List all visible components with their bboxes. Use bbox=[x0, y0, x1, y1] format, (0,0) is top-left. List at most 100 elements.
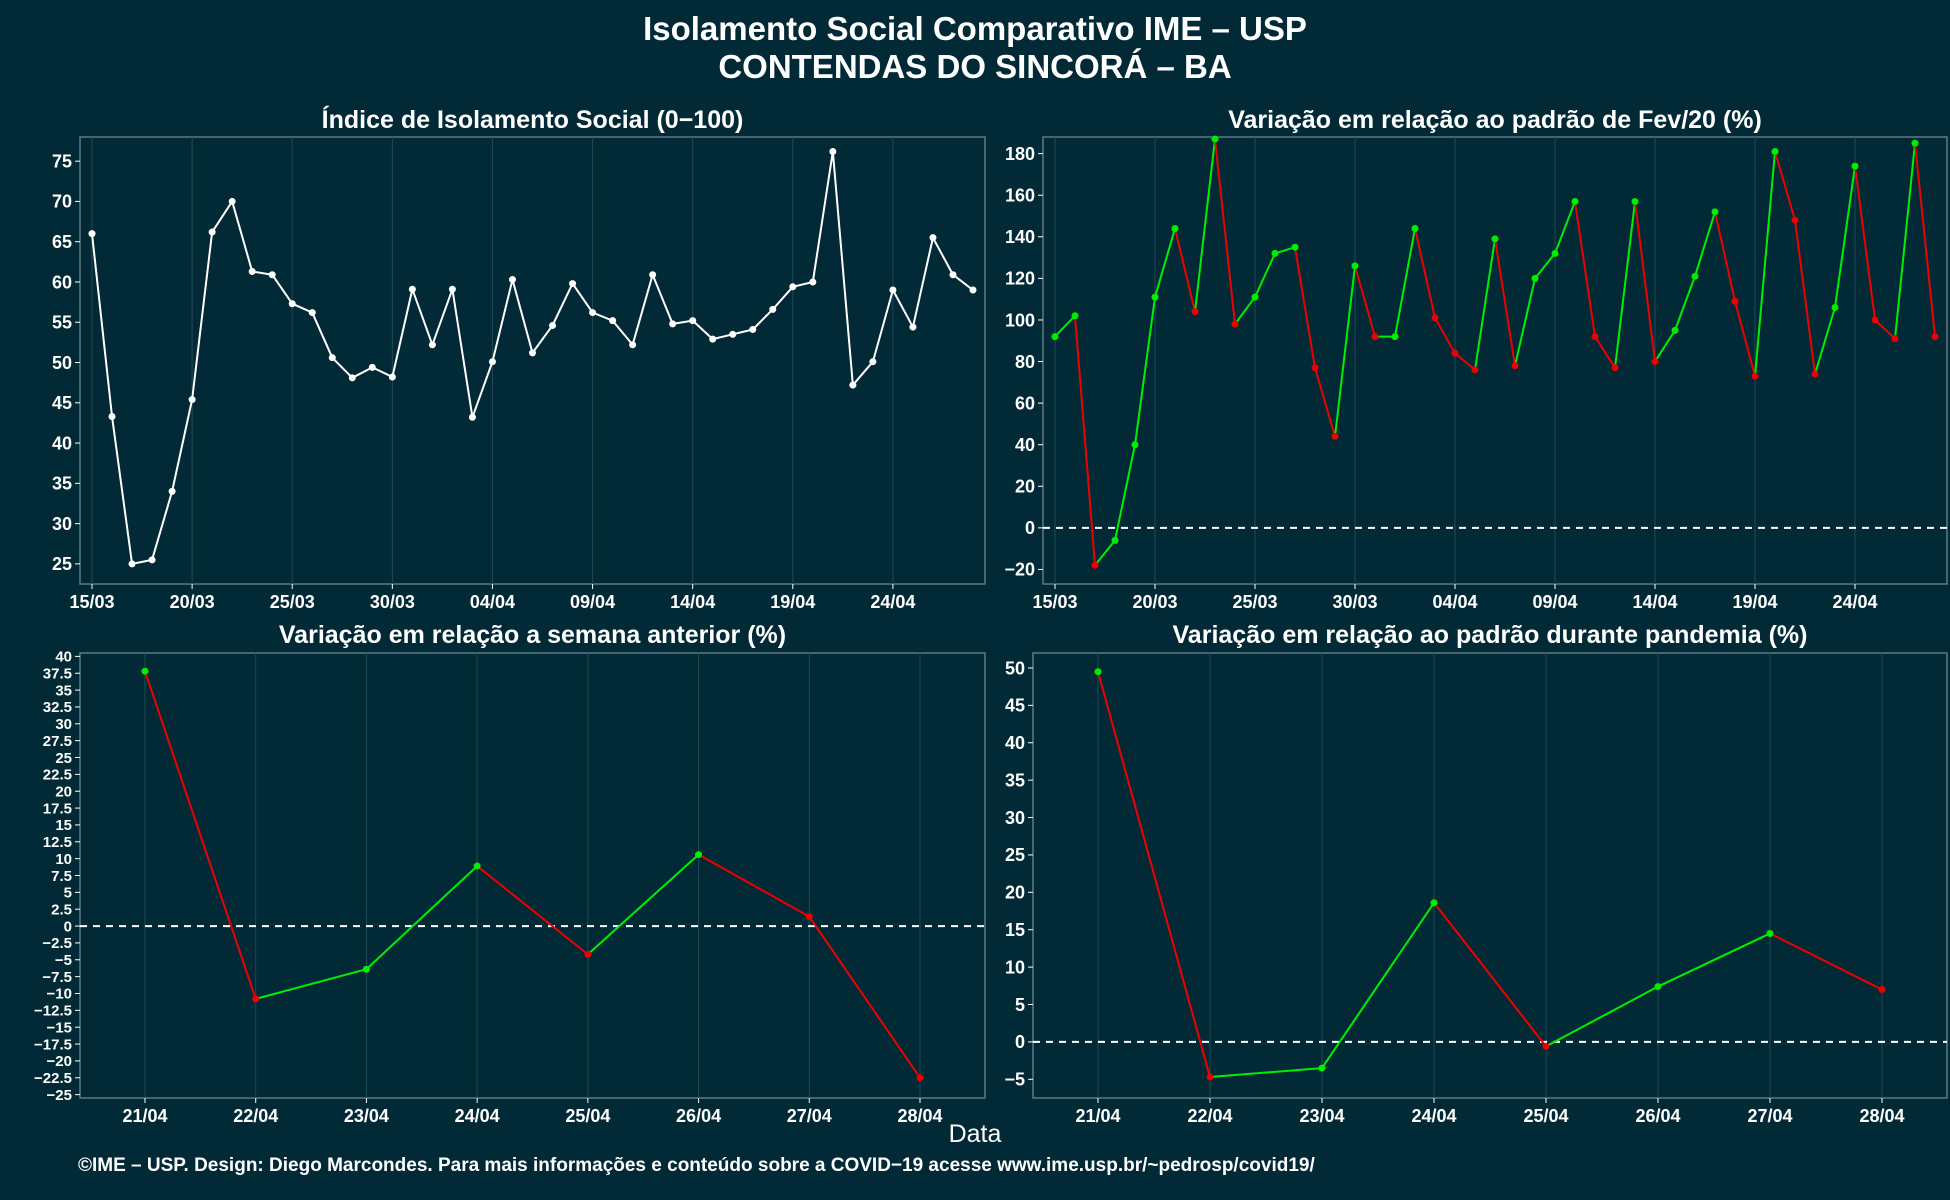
data-point bbox=[1831, 303, 1839, 311]
data-point bbox=[969, 286, 977, 294]
data-point bbox=[569, 280, 577, 288]
y-tick-label: 180 bbox=[1005, 144, 1035, 164]
series-segment bbox=[932, 237, 954, 276]
data-point bbox=[1651, 358, 1659, 366]
x-tick-label: 21/04 bbox=[1075, 1106, 1120, 1126]
data-point bbox=[88, 230, 96, 238]
series-segment bbox=[1209, 1067, 1323, 1079]
series-segment bbox=[1914, 143, 1936, 337]
data-point bbox=[1891, 335, 1899, 343]
series-segment bbox=[1097, 671, 1211, 1078]
data-point bbox=[252, 995, 260, 1003]
y-tick-label: −15 bbox=[47, 1019, 72, 1036]
series-segment bbox=[431, 288, 454, 346]
data-point bbox=[709, 335, 717, 343]
data-point bbox=[348, 374, 356, 382]
panel-title-indice: Índice de Isolamento Social (0−100) bbox=[322, 105, 744, 134]
data-point bbox=[1542, 1042, 1550, 1050]
series-segment bbox=[1194, 138, 1216, 312]
series-segment bbox=[752, 308, 774, 331]
series-segment bbox=[1834, 165, 1856, 308]
data-point bbox=[1311, 364, 1319, 372]
x-tick-label: 26/04 bbox=[1635, 1106, 1680, 1126]
data-point bbox=[1811, 370, 1819, 378]
y-tick-label: 65 bbox=[52, 232, 72, 252]
data-point bbox=[769, 305, 777, 313]
series-segment bbox=[491, 279, 514, 362]
y-tick-label: 5 bbox=[1015, 995, 1025, 1015]
data-point bbox=[549, 321, 557, 329]
y-tick-label: 30 bbox=[1005, 808, 1025, 828]
series-segment bbox=[291, 302, 313, 314]
series-segment bbox=[1214, 138, 1236, 325]
x-tick-label: 25/04 bbox=[565, 1106, 610, 1126]
data-point bbox=[308, 309, 316, 317]
x-tick-label: 14/04 bbox=[670, 592, 715, 612]
x-tick-label: 19/04 bbox=[1732, 592, 1777, 612]
series-segment bbox=[852, 361, 874, 386]
panel-title-variacao-fev: Variação em relação ao padrão de Fev/20 … bbox=[1228, 106, 1762, 134]
data-point bbox=[473, 862, 481, 870]
y-tick-label: 140 bbox=[1005, 227, 1035, 247]
data-point bbox=[1291, 243, 1299, 251]
data-point bbox=[1878, 986, 1886, 994]
data-point bbox=[448, 285, 456, 293]
y-tick-label: 7.5 bbox=[51, 868, 72, 885]
series-segment bbox=[1134, 296, 1156, 445]
x-tick-label: 28/04 bbox=[897, 1106, 942, 1126]
y-tick-label: 35 bbox=[1005, 770, 1025, 790]
data-point bbox=[1251, 293, 1259, 301]
data-point bbox=[188, 396, 196, 404]
series-segment bbox=[471, 361, 494, 418]
series-segment bbox=[1174, 228, 1196, 312]
data-point bbox=[1431, 314, 1439, 322]
y-tick-label: 0 bbox=[1015, 1032, 1025, 1052]
series-segment bbox=[1657, 932, 1771, 988]
series-segment bbox=[1434, 317, 1456, 354]
series-segment bbox=[255, 968, 367, 1000]
data-point bbox=[689, 317, 697, 325]
series-segment bbox=[1494, 238, 1516, 366]
y-tick-label: 50 bbox=[1005, 658, 1025, 678]
data-point bbox=[805, 913, 813, 921]
data-point bbox=[1391, 333, 1399, 341]
y-tick-label: −2.5 bbox=[42, 935, 72, 952]
data-point bbox=[1691, 272, 1699, 280]
y-tick-label: 25 bbox=[52, 554, 72, 574]
series-segment bbox=[1094, 539, 1116, 566]
data-point bbox=[1654, 983, 1662, 991]
footer-credit: ©IME – USP. Design: Diego Marcondes. Par… bbox=[78, 1155, 1315, 1176]
series-segment bbox=[1394, 228, 1416, 337]
data-point bbox=[288, 300, 296, 308]
y-tick-label: 160 bbox=[1005, 186, 1035, 206]
series-segment bbox=[692, 319, 714, 340]
series-segment bbox=[1694, 211, 1716, 277]
y-tick-label: 40 bbox=[52, 433, 72, 453]
x-tick-label: 22/04 bbox=[233, 1106, 278, 1126]
series-segment bbox=[271, 274, 294, 305]
y-tick-label: −25 bbox=[47, 1087, 72, 1104]
data-point bbox=[1131, 441, 1139, 449]
series-segment bbox=[151, 491, 174, 561]
series-segment bbox=[1334, 265, 1356, 437]
series-segment bbox=[511, 279, 534, 354]
y-tick-label: 25 bbox=[1005, 845, 1025, 865]
series-segment bbox=[331, 356, 354, 379]
data-point bbox=[1231, 320, 1239, 328]
x-tick-label: 28/04 bbox=[1859, 1106, 1904, 1126]
data-point bbox=[949, 271, 957, 279]
series-segment bbox=[1254, 253, 1276, 298]
data-point bbox=[1851, 162, 1859, 170]
panel-frame-padrao-pandemia bbox=[1032, 652, 1948, 1099]
data-point bbox=[268, 271, 276, 279]
data-point bbox=[1351, 262, 1359, 270]
data-point bbox=[128, 560, 136, 568]
y-tick-label: 20 bbox=[55, 783, 72, 800]
x-tick-label: 23/04 bbox=[344, 1106, 389, 1126]
x-tick-label: 25/04 bbox=[1523, 1106, 1568, 1126]
series-segment bbox=[531, 324, 554, 354]
data-point bbox=[1471, 366, 1479, 374]
y-tick-label: 40 bbox=[55, 649, 72, 666]
series-segment bbox=[171, 399, 194, 492]
